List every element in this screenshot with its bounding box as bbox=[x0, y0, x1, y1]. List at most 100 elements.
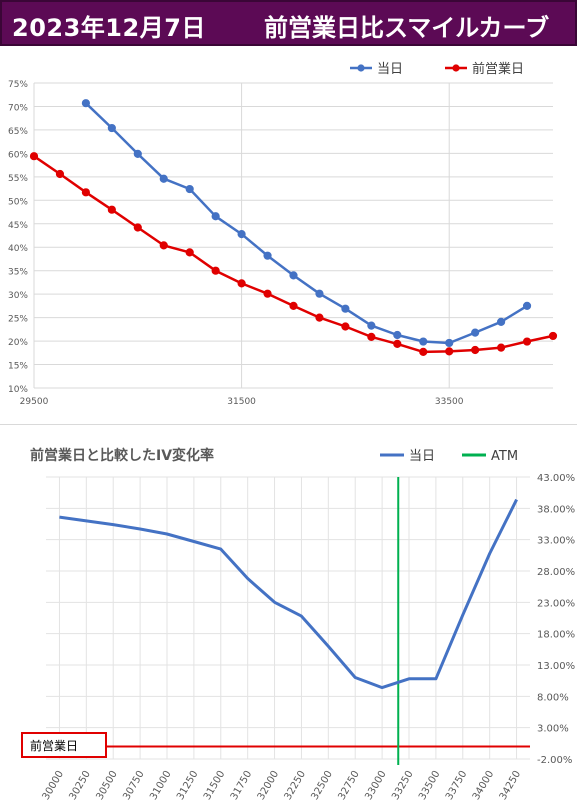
smile-curve-svg: 10% 15% 20% 25% 30% 35% 40% 45% 50% 55% 60% 65% 70% 7… bbox=[8, 61, 558, 407]
series-line-0 bbox=[85, 102, 528, 345]
data-point bbox=[315, 313, 324, 322]
data-point bbox=[133, 149, 142, 158]
y-tick-label: 55% bbox=[8, 174, 28, 184]
y-tick-label: 18.00% bbox=[537, 630, 575, 641]
y-tick-label: 10% bbox=[8, 385, 28, 395]
data-point bbox=[263, 289, 272, 298]
legend-label: 当日 bbox=[409, 449, 435, 464]
data-point bbox=[107, 205, 116, 214]
data-point bbox=[393, 339, 402, 348]
annotation-label: 前営業日 bbox=[30, 738, 78, 753]
iv-change-chart: 前営業日と比較したIV変化率 当日 ATM -2.00% 3.00% 8.00% 13.00… bbox=[0, 424, 577, 803]
y-tick-label: 50% bbox=[8, 197, 28, 207]
series-line-0 bbox=[59, 498, 518, 690]
data-point bbox=[263, 251, 272, 260]
x-tick-label: 33250 bbox=[390, 769, 415, 802]
data-point bbox=[445, 338, 454, 348]
y-tick-label: 45% bbox=[8, 221, 28, 231]
data-point bbox=[159, 241, 168, 250]
x-tick-label: 30500 bbox=[94, 769, 119, 802]
y-tick-label: 60% bbox=[8, 150, 28, 160]
data-point bbox=[211, 266, 220, 275]
x-tick-label: 31500 bbox=[227, 397, 256, 407]
data-point bbox=[289, 271, 298, 280]
data-point bbox=[497, 343, 506, 352]
data-point bbox=[419, 337, 428, 346]
data-point bbox=[29, 152, 39, 161]
y-tick-label: 15% bbox=[8, 362, 28, 372]
data-point bbox=[341, 304, 350, 313]
series-line-1 bbox=[33, 155, 554, 354]
legend-label: ATM bbox=[491, 449, 518, 464]
x-tick-label: 31250 bbox=[175, 769, 200, 802]
data-point bbox=[185, 248, 194, 257]
data-point bbox=[315, 289, 324, 298]
y-tick-label: 28.00% bbox=[537, 567, 575, 578]
x-tick-label: 30250 bbox=[67, 769, 92, 802]
legend-marker bbox=[452, 64, 460, 72]
data-point bbox=[393, 330, 402, 340]
chart-title: 前営業日と比較したIV変化率 bbox=[30, 447, 214, 464]
x-tick-label: 33750 bbox=[444, 769, 469, 802]
x-tick-label: 31500 bbox=[202, 769, 227, 802]
y-tick-label: 8.00% bbox=[537, 692, 569, 703]
legend-label: 当日 bbox=[377, 62, 403, 77]
y-tick-label: 38.00% bbox=[537, 504, 575, 515]
y-tick-label: 13.00% bbox=[537, 661, 575, 672]
legend-label: 前営業日 bbox=[472, 61, 524, 77]
y-tick-label: 20% bbox=[8, 338, 28, 348]
x-tick-label: 32750 bbox=[336, 769, 361, 802]
y-tick-label: 75% bbox=[8, 80, 28, 90]
y-tick-label: 33.00% bbox=[537, 536, 575, 547]
iv-change-svg: 前営業日と比較したIV変化率 当日 ATM -2.00% 3.00% 8.00% 13.00… bbox=[21, 447, 575, 802]
data-point bbox=[445, 347, 454, 356]
data-point bbox=[471, 345, 480, 355]
y-tick-label: 70% bbox=[8, 103, 28, 113]
y-tick-label: 25% bbox=[8, 315, 28, 325]
data-point bbox=[419, 347, 428, 356]
data-point bbox=[341, 322, 350, 331]
y-tick-label: 65% bbox=[8, 127, 28, 137]
x-tick-label: 31750 bbox=[229, 769, 254, 802]
data-point bbox=[185, 184, 194, 194]
x-tick-label: 33500 bbox=[435, 397, 464, 407]
y-tick-label: 3.00% bbox=[537, 724, 569, 735]
data-point bbox=[81, 188, 91, 197]
x-tick-label: 32500 bbox=[309, 769, 334, 802]
data-point bbox=[367, 321, 376, 330]
x-tick-label: 29500 bbox=[20, 397, 49, 407]
data-point bbox=[159, 174, 168, 183]
data-point bbox=[522, 337, 532, 346]
data-point bbox=[133, 223, 142, 232]
x-tick-label: 30750 bbox=[121, 769, 146, 802]
annotation-box bbox=[21, 732, 107, 758]
data-point bbox=[81, 99, 91, 108]
x-tick-label: 32000 bbox=[256, 769, 281, 802]
x-tick-label: 33500 bbox=[417, 769, 442, 802]
y-tick-label: -2.00% bbox=[537, 755, 572, 766]
y-tick-label: 40% bbox=[8, 244, 28, 254]
y-tick-label: 43.00% bbox=[537, 473, 575, 484]
header-title: 前営業日比スマイルカーブ bbox=[264, 14, 550, 42]
data-point bbox=[107, 123, 116, 133]
data-point bbox=[367, 332, 376, 341]
smile-curve-chart: 10% 15% 20% 25% 30% 35% 40% 45% 50% 55% 60% 65% 70% 7… bbox=[0, 46, 577, 422]
y-tick-label: 30% bbox=[8, 291, 28, 301]
x-tick-label: 34000 bbox=[471, 769, 496, 802]
data-point bbox=[497, 317, 506, 326]
data-point bbox=[289, 301, 298, 310]
data-point bbox=[55, 169, 65, 179]
x-tick-label: 34250 bbox=[498, 769, 523, 802]
x-tick-label: 32250 bbox=[283, 769, 308, 802]
data-point bbox=[237, 279, 246, 288]
y-tick-label: 23.00% bbox=[537, 598, 575, 609]
x-tick-label: 30000 bbox=[41, 769, 66, 802]
page-header: 2023年12月7日 前営業日比スマイルカーブ bbox=[0, 0, 577, 46]
data-point bbox=[548, 331, 558, 341]
x-tick-label: 33000 bbox=[363, 769, 388, 802]
data-point bbox=[237, 229, 246, 239]
data-point bbox=[522, 301, 532, 310]
header-date: 2023年12月7日 bbox=[12, 14, 206, 42]
x-tick-label: 31000 bbox=[148, 769, 173, 802]
data-point bbox=[211, 212, 220, 221]
